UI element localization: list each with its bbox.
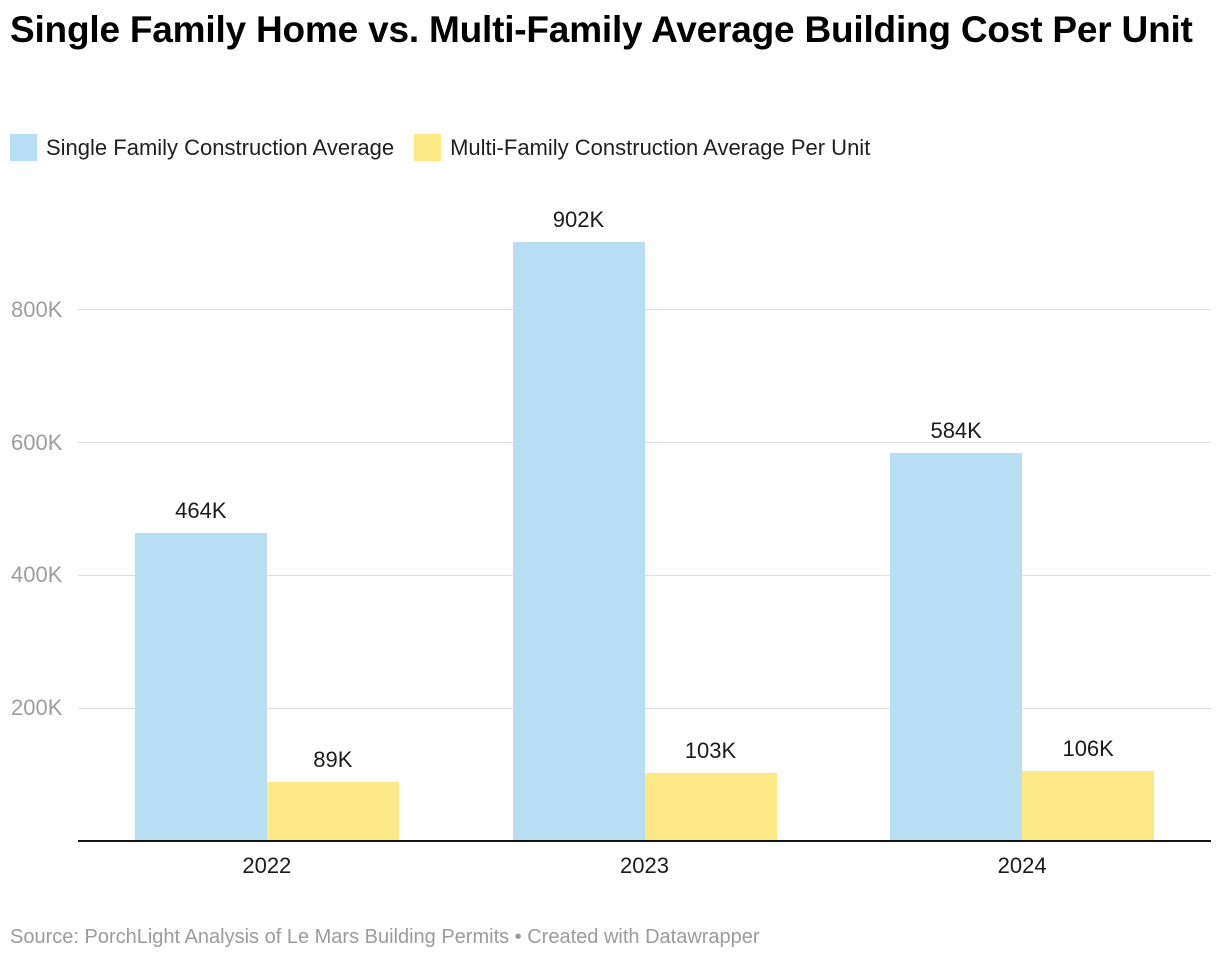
x-category-label-2022: 2022 [242,853,292,878]
legend-swatch-multi-family-icon [414,134,442,161]
bar-multi-family-2022 [266,781,399,841]
bar-value-label-2024-single: 584K [930,418,982,444]
gridline-400K [78,574,1211,576]
x-category-label-2023: 2023 [620,853,669,878]
legend-item-single-family: Single Family Construction Average [10,134,394,161]
bar-multi-family-2024 [1022,770,1155,841]
chart-legend: Single Family Construction Average Multi… [10,134,870,161]
legend-item-multi-family: Multi-Family Construction Average Per Un… [414,134,870,161]
y-tick-label-600K: 600K [11,429,63,455]
source-attribution: Source: PorchLight Analysis of Le Mars B… [10,926,760,948]
bar-single-family-2024 [890,453,1023,841]
y-tick-label-800K: 800K [11,296,63,322]
legend-label-multi-family: Multi-Family Construction Average Per Un… [450,134,871,160]
bar-single-family-2023 [512,242,645,841]
bar-multi-family-2023 [644,772,777,841]
legend-label-single-family: Single Family Construction Average [46,134,395,160]
bar-value-label-2023-single: 902K [552,207,605,233]
gridline-600K [78,442,1211,444]
x-axis-line [78,839,1211,842]
x-category-label-2024: 2024 [997,853,1047,878]
chart-title: Single Family Home vs. Multi-Family Aver… [10,9,1193,50]
gridline-800K [78,309,1211,311]
bar-value-label-2023-multi: 103K [684,737,737,763]
legend-swatch-single-family-icon [10,134,37,161]
gridline-200K [78,707,1211,709]
y-tick-label-400K: 400K [11,562,63,588]
bar-value-label-2022-multi: 89K [313,746,353,772]
bar-value-label-2022-single: 464K [175,497,227,523]
bar-value-label-2024-multi: 106K [1062,735,1114,761]
y-tick-label-200K: 200K [11,695,63,721]
bar-single-family-2022 [134,532,267,841]
